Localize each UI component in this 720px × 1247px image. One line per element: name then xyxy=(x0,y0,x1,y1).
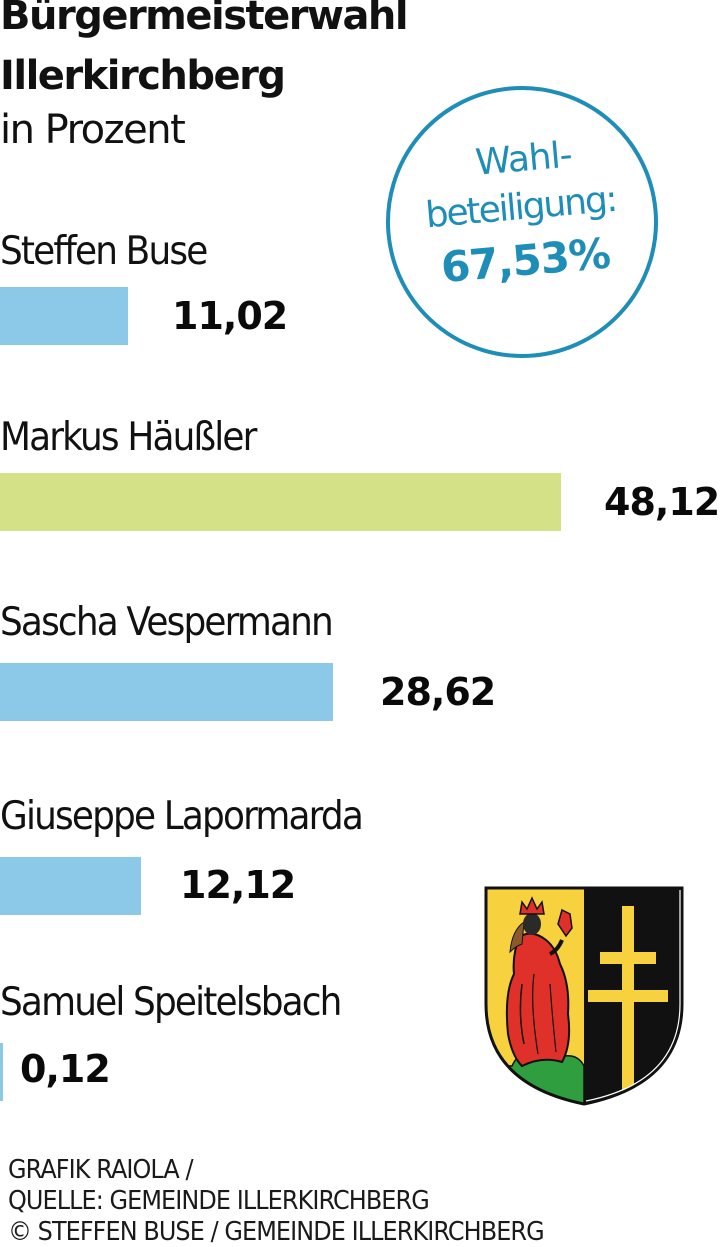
turnout-label-line2: beteiligung: xyxy=(423,178,618,237)
bar-giuseppe-lapormarda xyxy=(0,857,141,915)
bar-markus-haeussler xyxy=(0,473,561,531)
candidate-name: Samuel Speitelsbach xyxy=(0,980,342,1025)
candidate-name: Sascha Vespermann xyxy=(0,600,334,645)
chart-title-line2: Illerkirchberg xyxy=(0,53,286,99)
chart-title-line1: Bürgermeisterwahl xyxy=(0,0,409,39)
credit-line: GRAFIK RAIOLA / xyxy=(8,1155,194,1185)
bar-samuel-speitelsbach xyxy=(0,1043,3,1101)
candidate-value: 28,62 xyxy=(380,670,496,714)
candidate-value: 12,12 xyxy=(180,863,296,907)
turnout-value: 67,53% xyxy=(439,228,612,293)
candidate-name: Steffen Buse xyxy=(0,229,208,274)
candidate-value: 48,12 xyxy=(604,480,720,524)
turnout-badge: Wahl- beteiligung: 67,53% xyxy=(374,74,670,370)
bar-sascha-vespermann xyxy=(0,663,333,721)
chart-subtitle: in Prozent xyxy=(0,107,186,153)
candidate-name: Markus Häußler xyxy=(0,415,257,460)
coat-of-arms-icon xyxy=(482,884,686,1108)
candidate-value: 11,02 xyxy=(172,294,288,338)
candidate-value: 0,12 xyxy=(20,1047,111,1091)
source-line: QUELLE: GEMEINDE ILLERKIRCHBERG xyxy=(8,1186,430,1216)
bar-steffen-buse xyxy=(0,287,128,345)
candidate-name: Giuseppe Lapormarda xyxy=(0,794,364,839)
photo-credit-line: © STEFFEN BUSE / GEMEINDE ILLERKIRCHBERG xyxy=(8,1217,545,1247)
